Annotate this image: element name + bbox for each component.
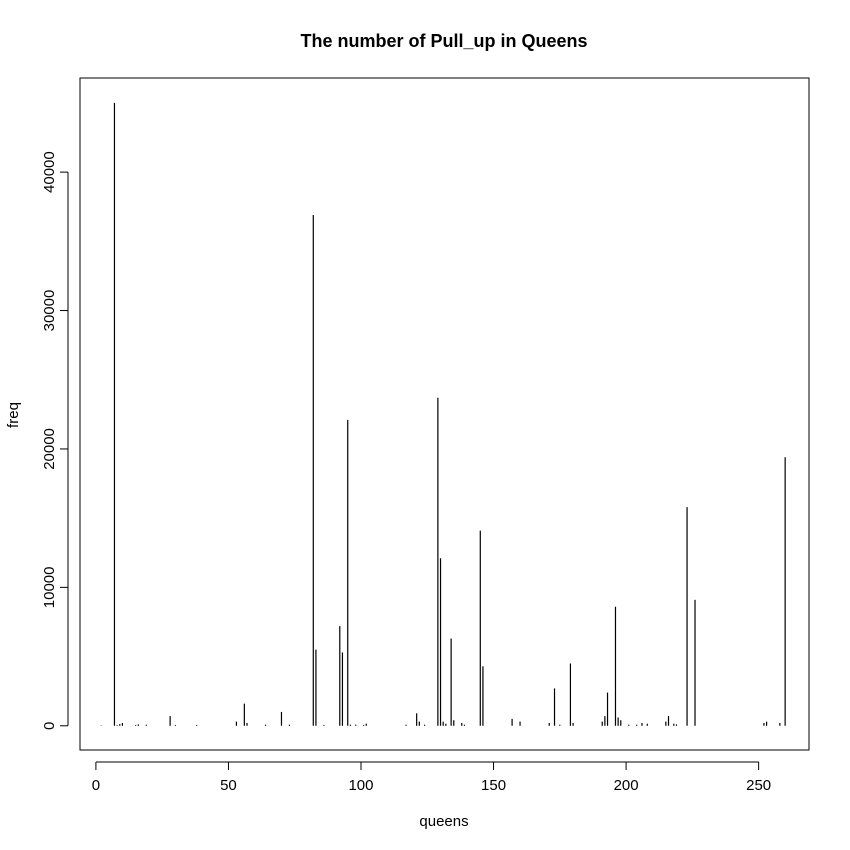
- x-tick-label-4: 200: [614, 777, 639, 794]
- x-tick-label-3: 150: [481, 777, 506, 794]
- y-tick-label-4: 40000: [41, 151, 58, 193]
- y-tick-label-3: 30000: [41, 290, 58, 332]
- y-tick-label-0: 0: [41, 722, 58, 730]
- y-tick-label-2: 20000: [41, 428, 58, 470]
- x-tick-label-0: 0: [92, 777, 100, 794]
- y-axis-label: freq: [5, 402, 22, 428]
- y-axis: 0 10000 20000 30000 40000: [41, 151, 69, 730]
- bar-series: [100, 102, 786, 726]
- x-tick-label-1: 50: [220, 777, 237, 794]
- y-tick-label-1: 10000: [41, 567, 58, 609]
- chart-title: The number of Pull_up in Queens: [300, 31, 587, 51]
- x-axis-label: queens: [419, 813, 468, 830]
- x-tick-label-5: 250: [746, 777, 771, 794]
- x-tick-label-2: 100: [348, 777, 373, 794]
- x-axis: 0 50 100 150 200 250: [92, 761, 771, 794]
- plot-frame: [79, 77, 810, 751]
